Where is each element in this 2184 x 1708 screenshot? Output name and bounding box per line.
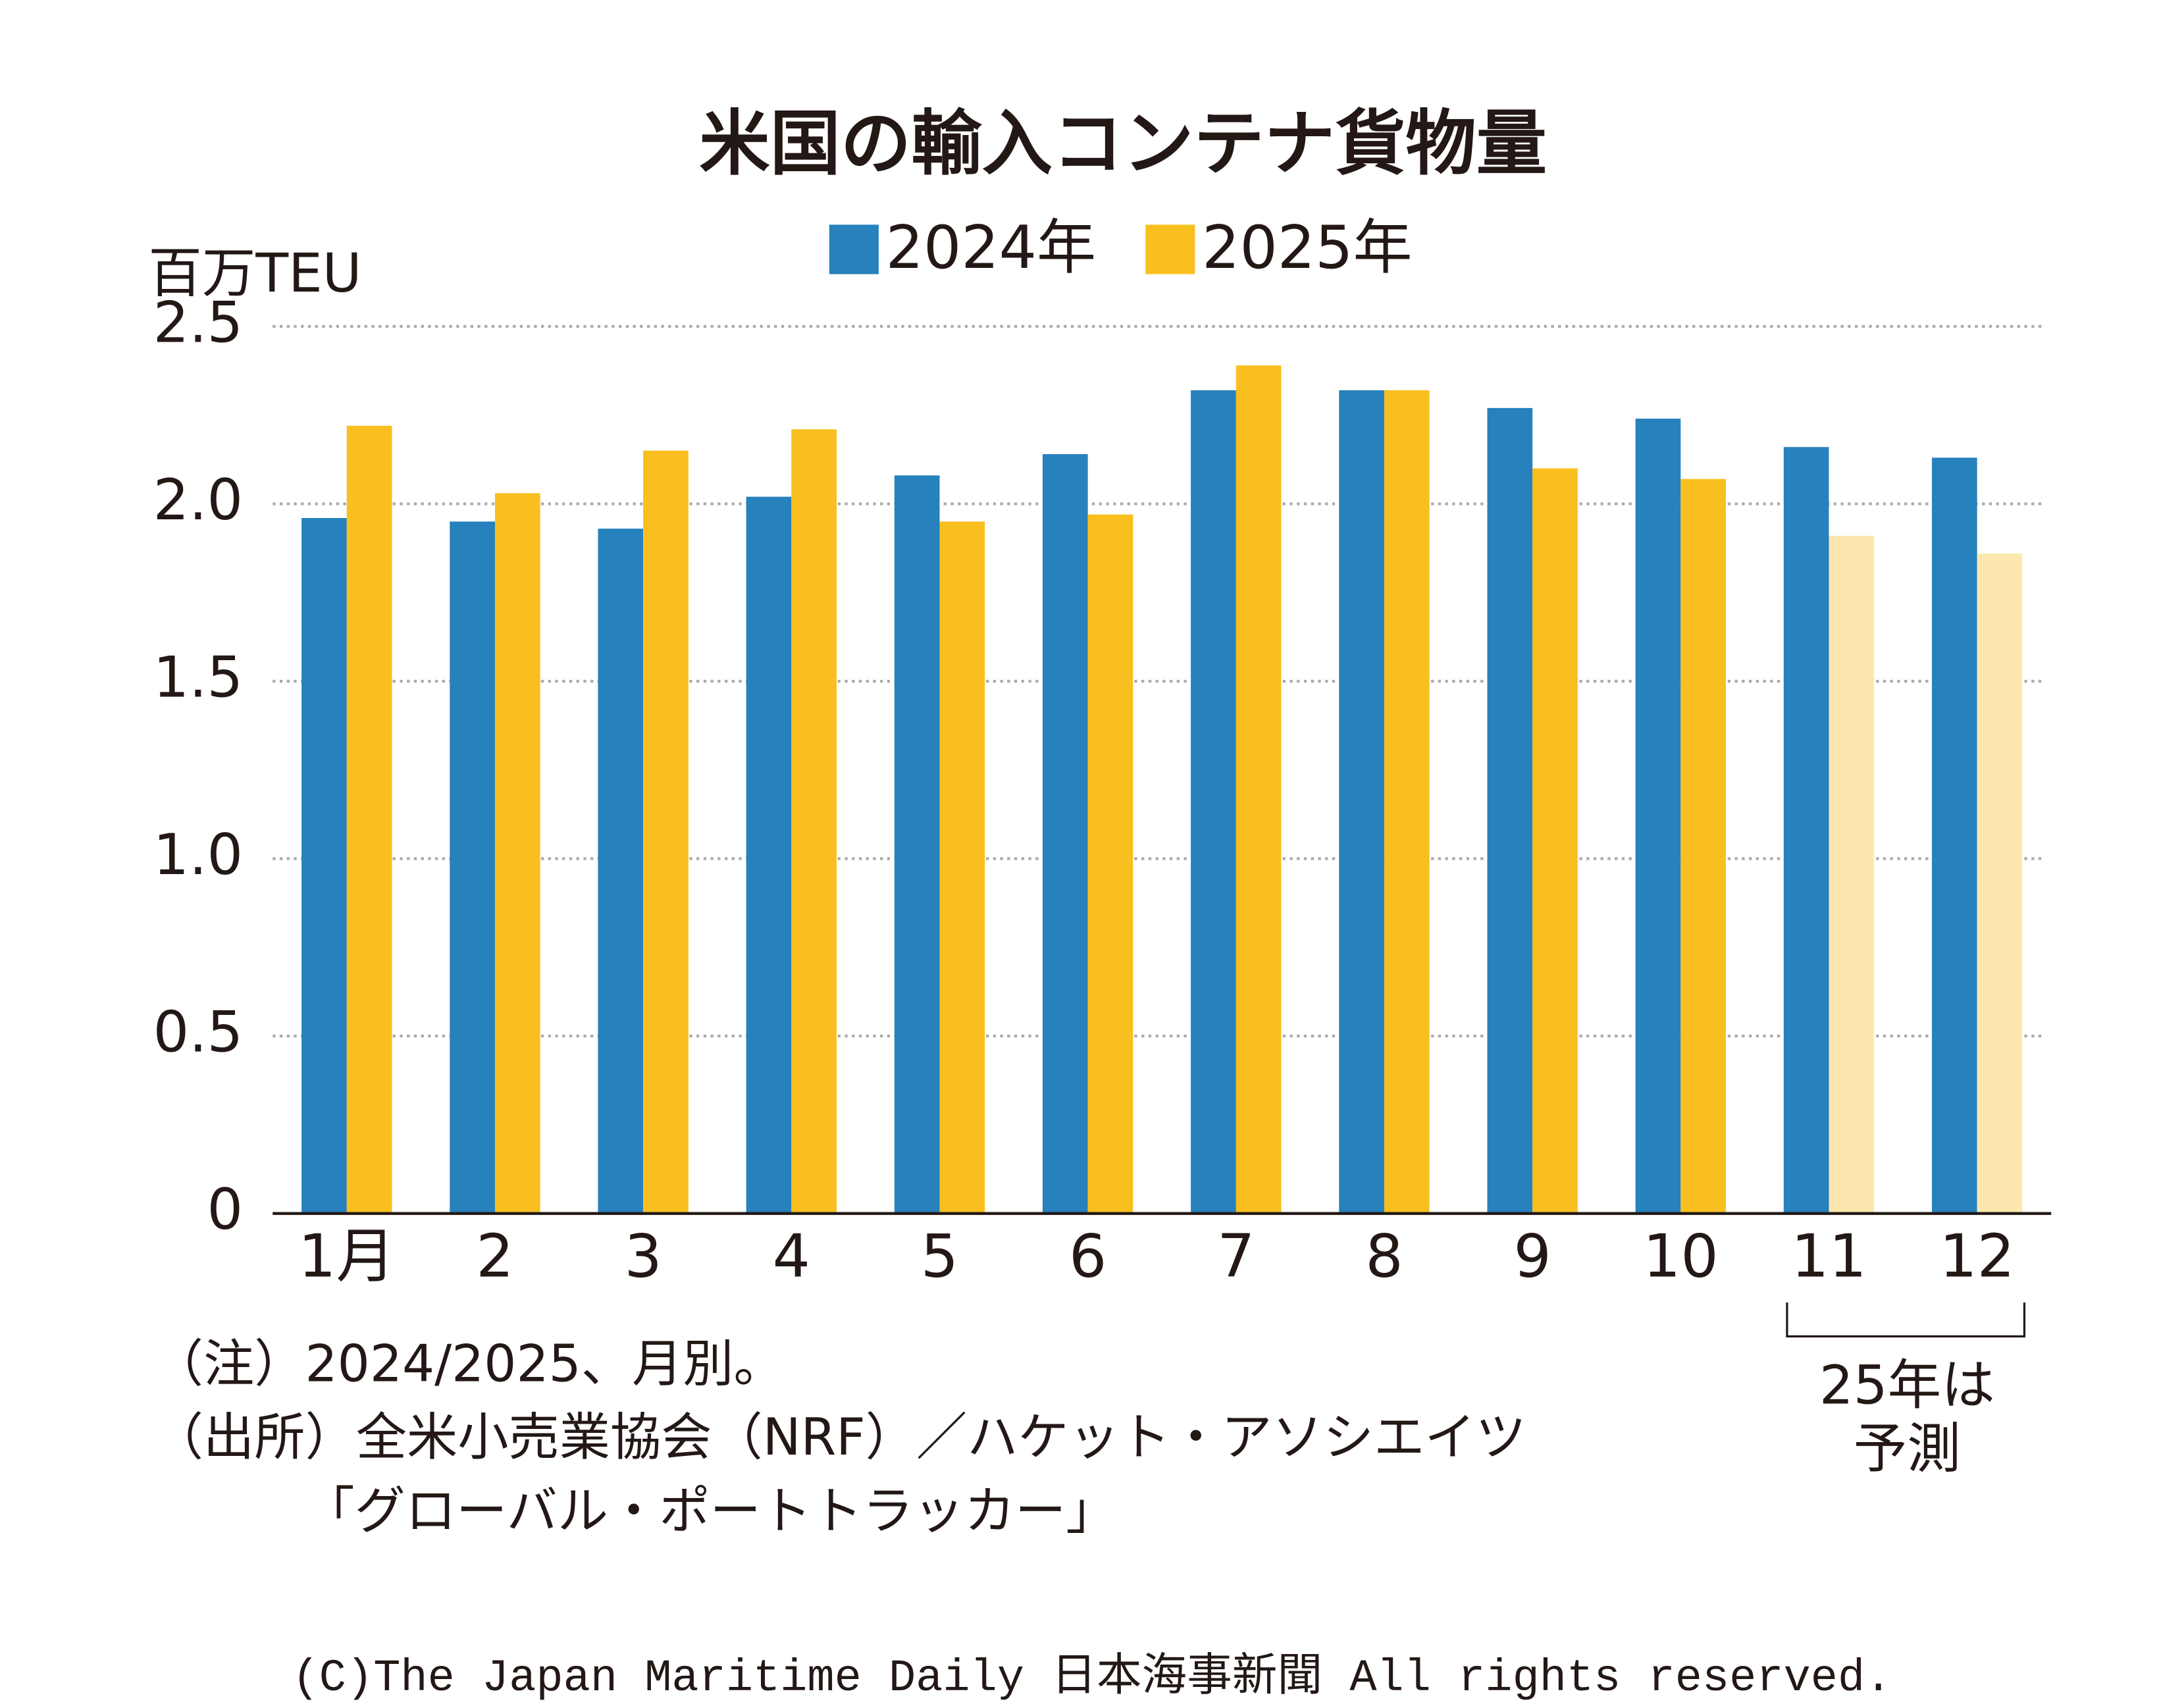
bar [894,475,940,1214]
x-tick-label: 8 [1365,1222,1403,1291]
x-tick-label: 2 [476,1222,513,1291]
bar [643,450,689,1214]
bar [1829,535,1875,1214]
bar [1235,365,1282,1214]
bar [1042,453,1088,1214]
x-tick-label: 12 [1939,1222,2015,1291]
x-tick-label: 7 [1217,1222,1255,1291]
forecast-bracket [1786,1302,2026,1338]
y-tick-label: 2.0 [153,467,243,533]
legend-label: 2024年 [886,213,1097,282]
x-tick-label: 9 [1513,1222,1551,1291]
x-tick-label: 10 [1643,1222,1719,1291]
bar [939,521,985,1214]
note: （注）2024/2025、月別。 [153,1335,785,1394]
y-tick-label: 1.5 [153,644,243,710]
x-tick-label: 11 [1791,1222,1867,1291]
annotation: 25年は [1819,1354,1995,1416]
bar [346,425,392,1214]
bar [598,529,644,1214]
bar [301,518,347,1214]
bar [1191,390,1236,1214]
y-tick-label: 2.5 [153,290,243,355]
y-tick-label: 0.5 [153,1000,243,1066]
bar [494,493,540,1214]
x-tick-label: 1月 [298,1222,395,1291]
note: （出所）全米小売業協会（NRF）／ハケット・アソシエイツ [153,1408,1526,1467]
x-tick-label: 6 [1069,1222,1106,1291]
bar [791,429,837,1214]
bar [1635,419,1681,1214]
y-tick-label: 0 [207,1177,244,1243]
y-axis-label: 百万TEU [148,242,361,305]
x-tick-label: 4 [773,1222,810,1291]
x-tick-label: 5 [921,1222,958,1291]
copyright: (C)The Japan Maritime Daily 日本海事新聞 All r… [292,1652,1892,1704]
bar [1087,514,1133,1214]
bar [1384,390,1430,1214]
bar [1680,479,1727,1214]
bar [1532,468,1578,1214]
y-tick-label: 1.0 [153,822,243,888]
bar [1931,457,1977,1214]
bar [1783,447,1829,1214]
x-tick-label: 3 [624,1222,662,1291]
legend-label: 2025年 [1202,213,1413,282]
note: 「グローバル・ポートトラッカー」 [303,1482,1116,1541]
bar [450,521,495,1214]
legend-swatch [1145,224,1195,274]
bar [1339,390,1384,1214]
bar [1487,407,1533,1214]
chart-title: 米国の輸入コンテナ貨物量 [699,103,1547,185]
bar [1977,553,2023,1214]
annotation: 予測 [1854,1418,1961,1480]
bar [746,496,792,1214]
legend-swatch [829,224,879,274]
